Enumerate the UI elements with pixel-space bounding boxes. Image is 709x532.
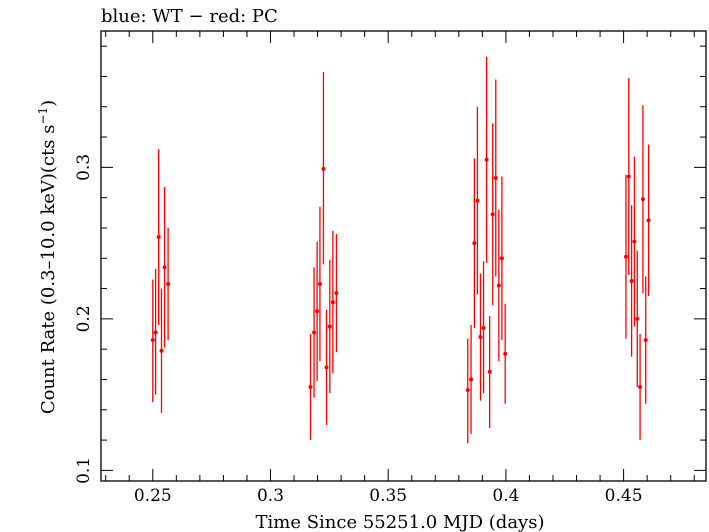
point-marker	[635, 316, 640, 321]
point-marker	[493, 175, 498, 180]
data-point	[166, 227, 171, 341]
data-point	[626, 77, 631, 275]
data-point	[153, 268, 158, 395]
point-marker	[153, 330, 158, 335]
point-marker	[150, 338, 155, 343]
y-axis-title: Count Rate (0.3–10.0 keV)(cts s−1)	[36, 100, 59, 414]
data-point	[162, 187, 167, 348]
data-point	[472, 158, 477, 328]
data-point	[503, 303, 508, 404]
point-marker	[166, 282, 171, 287]
point-marker	[475, 198, 480, 203]
point-marker	[330, 300, 335, 305]
data-point	[317, 206, 322, 362]
data-point	[312, 267, 317, 398]
point-marker	[162, 265, 167, 270]
data-point	[487, 315, 492, 428]
data-point	[484, 56, 489, 263]
data-point	[315, 241, 320, 381]
data-point	[635, 250, 640, 388]
data-point	[478, 273, 483, 401]
x-axis-title: Time Since 55251.0 MJD (days)	[255, 512, 544, 532]
plot-border	[100, 30, 707, 482]
data-point	[499, 176, 504, 341]
point-marker	[623, 254, 628, 259]
point-marker	[308, 385, 313, 390]
data-point	[334, 234, 339, 353]
axis-ticks	[101, 31, 706, 481]
data-point	[632, 156, 637, 327]
data-point	[465, 338, 470, 444]
y-axis-title-exponent: −1	[36, 107, 50, 125]
point-marker	[638, 385, 643, 390]
point-marker	[643, 338, 648, 343]
point-marker	[315, 309, 320, 314]
point-marker	[321, 166, 326, 171]
y-axis-title-main: Count Rate (0.3–10.0 keV)(cts s	[38, 125, 59, 415]
point-marker	[487, 369, 492, 374]
point-marker	[469, 377, 474, 382]
data-point	[496, 209, 501, 362]
point-marker	[496, 283, 501, 288]
point-marker	[478, 335, 483, 340]
point-marker	[327, 324, 332, 329]
x-tick-label: 0.4	[492, 486, 519, 506]
point-marker	[503, 351, 508, 356]
y-tick-label: 0.1	[74, 457, 94, 484]
data-point	[324, 309, 329, 425]
point-marker	[472, 241, 477, 246]
point-marker	[334, 291, 339, 296]
x-tick-label: 0.35	[369, 486, 407, 506]
point-marker	[156, 235, 161, 240]
chart-title: blue: WT − red: PC	[101, 6, 278, 27]
data-point	[150, 279, 155, 403]
point-marker	[312, 330, 317, 335]
data-point	[629, 205, 634, 357]
data-point	[308, 334, 313, 441]
point-marker	[646, 218, 651, 223]
data-point	[638, 334, 643, 441]
point-marker	[324, 365, 329, 370]
y-tick-label: 0.3	[74, 154, 94, 181]
point-marker	[481, 325, 486, 330]
data-point	[330, 231, 335, 374]
data-point	[156, 149, 161, 325]
point-marker	[626, 174, 631, 179]
x-tick-label: 0.25	[134, 486, 172, 506]
point-marker	[465, 388, 470, 393]
data-point	[159, 288, 164, 413]
data-point	[327, 259, 332, 394]
y-tick-label: 0.2	[74, 305, 94, 332]
data-point	[493, 79, 498, 277]
point-marker	[640, 197, 645, 202]
plot-frame	[100, 30, 707, 482]
point-marker	[499, 256, 504, 261]
point-marker	[317, 282, 322, 287]
data-point	[646, 144, 651, 297]
data-point	[623, 174, 628, 339]
y-axis-title-close: )	[38, 100, 59, 107]
data-point	[321, 71, 326, 265]
data-point	[469, 324, 474, 435]
tick-labels: 0.25 0.3 0.35 0.4 0.45 0.1 0.2 0.3	[74, 154, 643, 506]
data-point	[490, 123, 495, 306]
point-marker	[159, 348, 164, 353]
data-point	[481, 261, 486, 394]
x-tick-label: 0.3	[257, 486, 284, 506]
data-points	[150, 56, 651, 444]
data-point	[640, 105, 645, 294]
data-point	[475, 106, 480, 295]
data-point	[643, 276, 648, 404]
x-tick-label: 0.45	[605, 486, 643, 506]
point-marker	[484, 157, 489, 162]
point-marker	[490, 212, 495, 217]
point-marker	[632, 239, 637, 244]
point-marker	[629, 279, 634, 283]
